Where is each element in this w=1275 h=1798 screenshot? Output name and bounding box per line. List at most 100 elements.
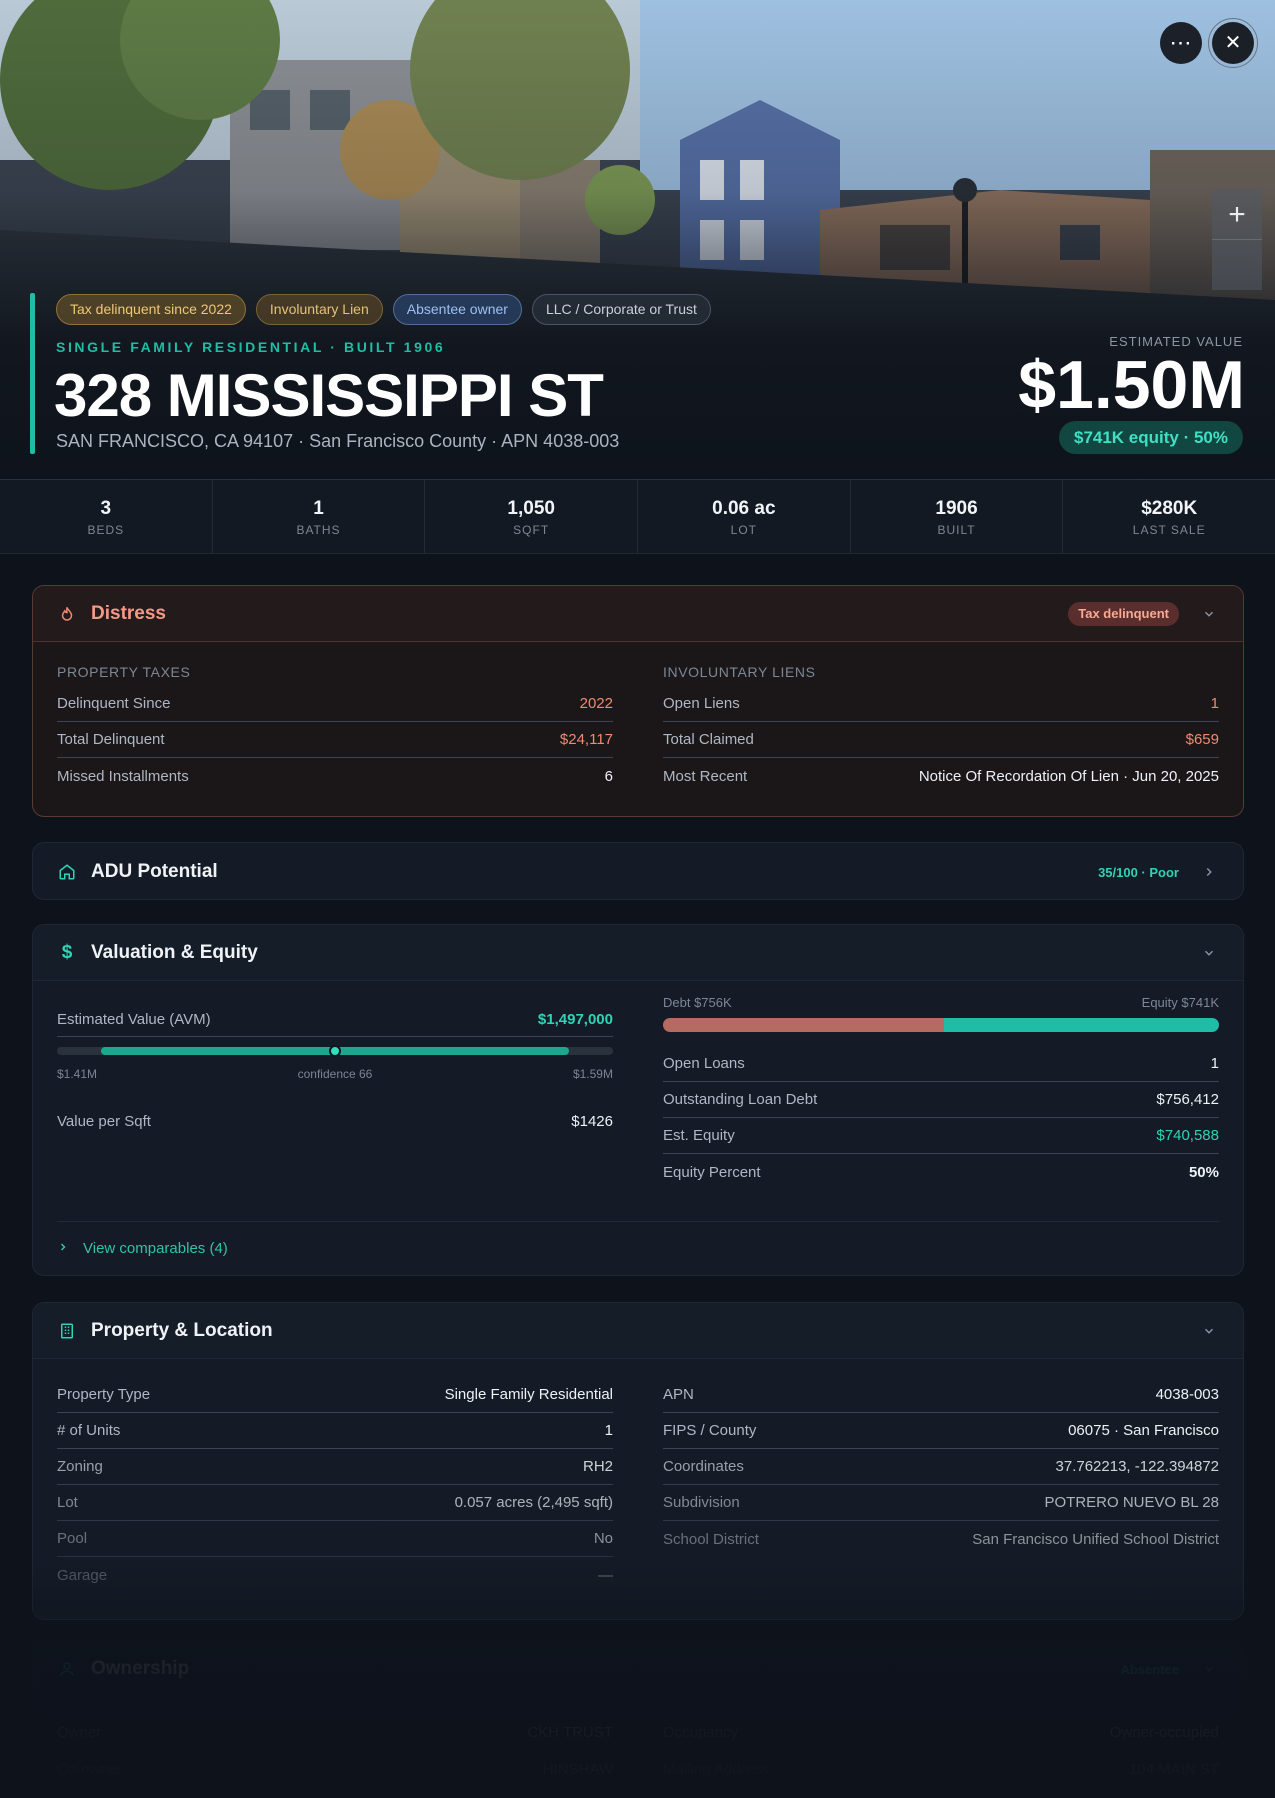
row-key: # of Units [57, 1422, 121, 1439]
table-row: Equity Percent 50% [663, 1154, 1219, 1190]
row-value: Notice Of Recordation Of Lien · Jun 20, … [918, 767, 1219, 785]
chevron-right-icon[interactable] [1201, 864, 1217, 880]
row-key: Delinquent Since [57, 695, 171, 712]
badge-involuntary-lien: Involuntary Lien [255, 294, 383, 325]
close-button[interactable]: ✕ [1208, 18, 1258, 68]
table-row: Open Liens 1 [663, 686, 1219, 722]
ellipsis-icon: ⋯ [1169, 30, 1193, 55]
stats-bar: 3 BEDS 1 BATHS 1,050 SQFT 0.06 ac LOT 1906 BU… [0, 480, 1275, 554]
chevron-down-icon[interactable] [1201, 945, 1217, 961]
range-high: $1.59M [572, 1067, 613, 1081]
status-badge: Tax delinquent [1068, 602, 1179, 626]
building-icon [57, 1321, 77, 1341]
estimated-value-label: ESTIMATED VALUE [1109, 334, 1243, 349]
stat-value: $280K [1141, 498, 1198, 519]
equity-segment [943, 1018, 1219, 1032]
stat-lot: 0.06 ac LOT [638, 480, 851, 553]
comparables-label: View comparables (4) [83, 1240, 228, 1257]
avm-label: Estimated Value (AVM) [57, 1011, 211, 1028]
equity-label: Equity $741K [1141, 995, 1219, 1010]
row-key: Most Recent [663, 767, 748, 785]
row-key: School District [663, 1530, 759, 1548]
more-options-button[interactable]: ⋯ [1160, 22, 1202, 64]
view-comparables-link[interactable]: View comparables (4) [57, 1221, 1219, 1257]
stat-label: LOT [730, 523, 758, 537]
plus-icon[interactable]: + [1212, 190, 1262, 240]
chevron-down-icon[interactable] [1201, 1323, 1217, 1339]
row-value: $756,412 [1156, 1091, 1219, 1108]
avm-column: Estimated Value (AVM) $1,497,000 $1.41M … [57, 1001, 613, 1190]
property-subtitle: SINGLE FAMILY RESIDENTIAL · BUILT 1906 [56, 339, 446, 355]
property-address: 328 MISSISSIPPI ST [54, 362, 604, 429]
debt-label: Debt $756K [663, 995, 732, 1010]
ownership-title: Ownership [91, 1658, 190, 1679]
badge-list: Tax delinquent since 2022 Involuntary Li… [56, 294, 711, 325]
badge-absentee-owner: Absentee owner [392, 294, 522, 325]
section-label: INVOLUNTARY LIENS [663, 664, 816, 680]
row-value: 06075 · San Francisco [1068, 1422, 1219, 1439]
adu-potential-card[interactable]: ADU Potential 35/100 · Poor [32, 842, 1244, 900]
badge-llc-corporate: LLC / Corporate or Trust [531, 294, 711, 325]
ownership-right-column: Occupancy Owner-occupied Mailing Address 1… [663, 1715, 1219, 1787]
ownership-header[interactable]: Ownership Absentee [33, 1641, 1243, 1697]
estimated-value: $1.50M [1018, 347, 1245, 423]
stat-label: BEDS [87, 523, 125, 537]
debt-equity-column: Debt $756K Equity $741K Open Loans 1 Outs… [663, 995, 1219, 1190]
chevron-down-icon[interactable] [1201, 1661, 1217, 1677]
table-row: Missed Installments 6 [57, 758, 613, 794]
hero-section: ⋯ ✕ + Tax delinquent since 2022 Involunt… [0, 0, 1275, 480]
row-key: Garage [57, 1566, 108, 1584]
chevron-right-icon [57, 1240, 69, 1257]
chevron-down-icon[interactable] [1201, 606, 1217, 622]
ownership-badge: Absentee [1120, 1661, 1179, 1677]
hero-divider [0, 479, 1275, 480]
row-key: Value per Sqft [57, 1112, 151, 1130]
range-labels: $1.41M confidence 66 $1.59M [57, 1067, 613, 1081]
row-value: 2022 [579, 695, 613, 712]
table-row: Garage — [57, 1557, 613, 1593]
adu-header[interactable]: ADU Potential 35/100 · Poor [33, 843, 1243, 899]
row-value: No [593, 1530, 613, 1547]
stat-label: SQFT [513, 523, 550, 537]
table-row: Mailing Address 104 MAIN ST [663, 1751, 1219, 1787]
user-icon [57, 1659, 77, 1679]
row-key: Property Type [57, 1386, 151, 1403]
row-key: Missed Installments [57, 767, 189, 785]
range-low: $1.41M [57, 1067, 98, 1081]
table-row: Co-owner HINSHAW [57, 1751, 613, 1787]
adu-score: 35/100 · Poor [1098, 864, 1179, 880]
table-row: Property Type Single Family Residential [57, 1377, 613, 1413]
row-key: Co-owner [57, 1760, 123, 1778]
stat-label: BATHS [296, 523, 341, 537]
dollar-icon: $ [61, 941, 73, 963]
distress-header[interactable]: Distress Tax delinquent [33, 586, 1243, 642]
valuation-header[interactable]: $ Valuation & Equity [33, 925, 1243, 981]
property-taxes-column: PROPERTY TAXES Delinquent Since 2022 Tota… [57, 664, 613, 794]
table-row: Pool No [57, 1521, 613, 1557]
table-row: Zoning RH2 [57, 1449, 613, 1485]
row-value: 50% [1188, 1163, 1219, 1181]
row-value: HINSHAW [542, 1760, 613, 1778]
range-marker [329, 1045, 341, 1057]
row-key: Owner [57, 1724, 102, 1741]
stat-value: 3 [100, 498, 112, 519]
debt-segment [663, 1018, 944, 1032]
row-value: 0.057 acres (2,495 sqft) [454, 1494, 613, 1511]
row-value: — [598, 1566, 613, 1584]
row-value: 37.762213, -122.394872 [1055, 1458, 1219, 1475]
stat-label: LAST SALE [1132, 523, 1206, 537]
property-header-right [1201, 1303, 1217, 1359]
row-value: RH2 [582, 1458, 613, 1475]
ownership-left-column: Owner CKH TRUST Co-owner HINSHAW [57, 1715, 613, 1787]
row-value: POTRERO NUEVO BL 28 [1044, 1494, 1220, 1511]
property-header[interactable]: Property & Location [33, 1303, 1243, 1359]
row-key: Total Claimed [663, 731, 754, 748]
home-icon [57, 862, 77, 882]
row-key: Est. Equity [663, 1127, 735, 1144]
table-row: Occupancy Owner-occupied [663, 1715, 1219, 1751]
row-key: Occupancy [663, 1724, 739, 1741]
row-value: 1 [1210, 1055, 1219, 1072]
row-key: Pool [57, 1530, 88, 1547]
table-row: Total Claimed $659 [663, 722, 1219, 758]
table-row: Delinquent Since 2022 [57, 686, 613, 722]
